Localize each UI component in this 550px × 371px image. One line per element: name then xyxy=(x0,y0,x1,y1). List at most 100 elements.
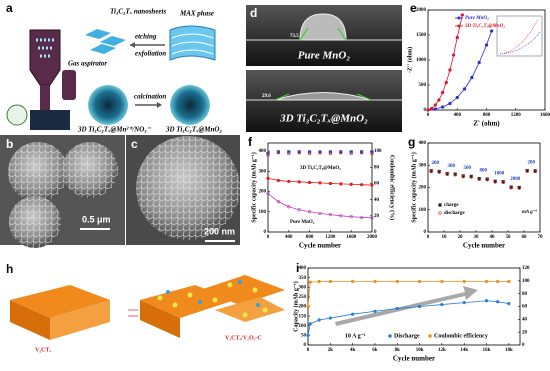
point xyxy=(318,211,322,215)
x-tick-label: 50 xyxy=(506,235,512,240)
panel-letter: b xyxy=(6,137,13,151)
point xyxy=(438,211,442,215)
point xyxy=(485,178,489,182)
label: calcination xyxy=(134,93,166,101)
x-tick-label: 800 xyxy=(306,235,314,240)
y2-tick-label: 20 xyxy=(374,214,380,219)
label: exfoliation xyxy=(135,50,166,58)
point xyxy=(507,279,511,284)
point xyxy=(351,279,355,284)
point xyxy=(533,169,537,174)
y-tick-label: 1500 xyxy=(416,33,427,38)
point xyxy=(266,191,270,196)
y2-tick-label: 80 xyxy=(522,292,528,297)
point xyxy=(317,318,321,322)
plot-frame xyxy=(427,142,541,233)
y-tick-label: 100 xyxy=(299,324,307,329)
point xyxy=(429,169,433,174)
label: 3D Ti₃C₂Tₓ@MnO₂ xyxy=(165,126,222,134)
panel-letter: g xyxy=(408,135,415,149)
x-tick-label: 10k xyxy=(416,348,424,353)
y-tick-label: 300 xyxy=(419,163,427,168)
rate-label: 200 xyxy=(527,161,535,166)
x-tick-label: 0 xyxy=(427,113,430,118)
point xyxy=(339,214,343,218)
panel-letter: h xyxy=(6,262,13,276)
panel-letter: a xyxy=(6,1,13,15)
point xyxy=(441,90,445,95)
point xyxy=(484,299,489,303)
y-tick-label: 250 xyxy=(299,295,307,300)
y2-tick-label: 60 xyxy=(522,305,528,310)
y-tick-label: 50 xyxy=(301,334,307,339)
point xyxy=(460,13,464,17)
x-axis-label: Cycle number xyxy=(463,242,505,250)
y-tick-label: 0 xyxy=(424,108,427,113)
x-tick-label: 60 xyxy=(522,235,528,240)
panel-h: h V₂CTₓ V₂CTₓ/V₂O₅-C xyxy=(6,262,285,353)
legend-label: Discharge xyxy=(394,333,420,339)
point xyxy=(328,213,333,217)
annotation: 3D Ti₃C₂Tₓ@MnO₂ xyxy=(300,166,341,171)
angle: 73.5 xyxy=(290,34,299,39)
point xyxy=(517,186,521,190)
y-axis-label: -Z'' (ohm) xyxy=(406,47,413,73)
point xyxy=(297,180,301,184)
x-axis-label: Cycle number xyxy=(393,355,435,363)
point xyxy=(360,215,364,220)
point xyxy=(470,75,474,80)
point xyxy=(339,151,343,155)
x-axis-label: Cycle number xyxy=(299,242,341,250)
rate-label: 800 xyxy=(479,169,487,174)
y-tick-label: 150 xyxy=(299,314,307,319)
point xyxy=(433,103,437,107)
panel-c: c 200 nm xyxy=(126,135,240,245)
point xyxy=(306,333,310,337)
point xyxy=(441,105,445,109)
y2-tick-label: 40 xyxy=(522,317,528,322)
panel-letter: d xyxy=(250,6,257,20)
point xyxy=(496,279,500,284)
y2-tick-label: 120 xyxy=(522,266,530,271)
annotation: Pure MnO₂ xyxy=(290,220,315,225)
point xyxy=(370,216,374,220)
point xyxy=(477,60,481,65)
label: 3D Ti₃C₂Tₓ@MnO₂ xyxy=(279,113,368,125)
y-tick-label: 400 xyxy=(299,266,307,271)
x-tick-label: 1600 xyxy=(540,113,550,118)
point xyxy=(490,29,494,33)
y-tick-label: 400 xyxy=(259,149,267,154)
point xyxy=(306,304,310,309)
series-line xyxy=(307,281,509,307)
point xyxy=(462,87,467,91)
point xyxy=(297,208,301,212)
series-line xyxy=(427,30,492,111)
x-tick-label: 16k xyxy=(483,348,491,353)
x-tick-label: 0 xyxy=(427,235,430,240)
point xyxy=(388,334,392,338)
point xyxy=(373,279,377,284)
label: V₂CTₓ xyxy=(35,347,51,353)
point xyxy=(349,150,353,154)
label: 3D Ti₃C₂Tₓ@Mn²⁺/NO₃⁻ xyxy=(77,126,152,134)
legend-label: 3D Ti₃C₂Tₓ@MnO₂ xyxy=(464,24,505,29)
x-tick-label: 400 xyxy=(454,113,462,118)
point xyxy=(438,203,442,207)
point xyxy=(417,304,422,309)
point xyxy=(451,53,456,57)
x-tick-label: 10 xyxy=(442,235,448,240)
rate-label: 200 xyxy=(431,161,439,166)
scale-bar: 0.5 μm xyxy=(82,214,111,224)
scale-bar: 200 nm xyxy=(204,226,235,236)
y-tick-label: 200 xyxy=(419,186,427,191)
x-tick-label: 30 xyxy=(474,235,480,240)
y2-tick-label: 60 xyxy=(374,182,380,187)
point xyxy=(328,181,333,186)
y-tick-label: 200 xyxy=(259,190,267,195)
point xyxy=(287,151,291,156)
point xyxy=(484,43,489,47)
point xyxy=(370,151,374,156)
label: Gas aspirator xyxy=(68,60,107,68)
point xyxy=(266,151,270,156)
